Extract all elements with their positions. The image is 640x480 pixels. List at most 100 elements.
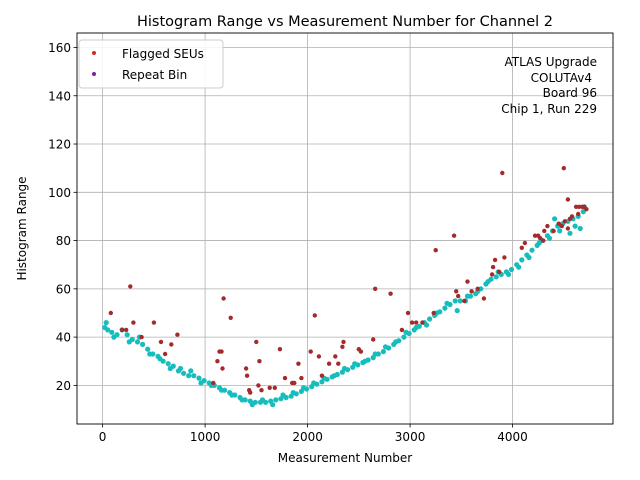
y-tick-label: 160: [48, 41, 71, 55]
measurement-point: [177, 365, 184, 372]
flagged-seu-point: [267, 385, 272, 390]
measurement-point: [454, 308, 460, 314]
measurement-point: [352, 361, 358, 367]
measurement-point: [485, 279, 491, 285]
measurement-point: [567, 230, 573, 236]
y-tick-label: 40: [56, 331, 71, 345]
measurement-point: [457, 298, 463, 304]
flagged-seu-point: [399, 327, 405, 333]
measurement-point: [311, 380, 317, 386]
measurement-point: [147, 351, 153, 357]
measurement-point: [442, 305, 448, 311]
flagged-seu-point: [545, 223, 550, 229]
flagged-seu-point: [456, 293, 461, 299]
flagged-seu-point: [292, 380, 297, 386]
measurement-point: [218, 387, 225, 393]
flagged-seu-point: [296, 361, 301, 366]
run-annotation: ATLAS Upgrade COLUTAv4 Board 96 Chip 1, …: [501, 55, 597, 116]
flagged-seu-point: [409, 320, 415, 325]
flagged-seu-point: [124, 327, 129, 333]
flagged-seu-point: [277, 347, 283, 352]
flagged-seu-point: [573, 204, 579, 209]
flagged-seu-point: [257, 359, 262, 364]
flagged-seu-point: [561, 166, 566, 171]
measurement-point: [493, 274, 499, 280]
y-tick-label: 120: [48, 138, 71, 152]
flagged-seu-point: [308, 349, 313, 354]
flagged-seu-point: [371, 337, 376, 342]
measurement-point: [508, 266, 515, 273]
flagged-seu-point: [500, 170, 505, 176]
measurement-point: [516, 264, 522, 270]
flagged-seu-point: [333, 354, 338, 359]
x-tick-label: 3000: [395, 430, 426, 444]
x-tick-label: 2000: [292, 430, 323, 444]
measurement-point: [165, 361, 171, 367]
measurement-point: [403, 329, 409, 335]
measurement-point: [157, 356, 163, 362]
flagged-seu-point: [282, 375, 288, 381]
x-tick-label: 4000: [497, 430, 528, 444]
measurement-point: [300, 385, 307, 391]
measurement-point: [552, 216, 558, 222]
flagged-seu-point: [128, 284, 133, 289]
measurement-point: [126, 339, 132, 345]
measurement-point: [196, 375, 202, 381]
flagged-seu-point: [420, 320, 425, 325]
measurement-point: [372, 351, 378, 357]
measurement-point: [546, 235, 553, 241]
flagged-seu-point: [584, 207, 589, 212]
flagged-seu-point: [565, 226, 571, 231]
flagged-seu-point: [336, 361, 341, 366]
flagged-seu-point: [151, 320, 157, 325]
flagged-seu-point: [433, 248, 438, 253]
flagged-seu-point: [244, 373, 250, 378]
legend-box: [78, 39, 224, 89]
flagged-seu-point: [119, 327, 125, 333]
flagged-seu-point: [577, 204, 582, 209]
measurement-point: [181, 370, 187, 376]
flagged-seu-point: [465, 279, 470, 284]
measurement-point: [362, 358, 368, 364]
plot-frame: [76, 32, 614, 425]
flagged-seu-point: [490, 264, 496, 270]
measurement-point: [529, 247, 535, 253]
flagged-seu-point: [556, 221, 561, 226]
annotation-line-1: ATLAS Upgrade: [504, 55, 597, 69]
measurement-point: [380, 349, 386, 355]
measurement-point: [577, 225, 583, 232]
measurement-point: [444, 300, 450, 306]
flagged-seu-point: [522, 240, 528, 246]
flagged-seu-point: [312, 313, 317, 318]
flagged-seu-point: [139, 334, 144, 340]
measurement-point: [505, 271, 512, 277]
y-tick-label: 140: [48, 89, 71, 103]
measurement-point: [270, 402, 276, 408]
flagged-seu-point: [248, 390, 253, 395]
measurement-point: [239, 397, 245, 403]
flagged-seu-point: [169, 342, 174, 347]
flagged-seu-point: [162, 351, 168, 357]
measurement-point: [273, 397, 279, 403]
flagged-seu-point: [576, 211, 581, 217]
measurement-point: [519, 257, 525, 263]
measurement-point: [526, 254, 532, 261]
flagged-seu-point: [431, 310, 436, 316]
flagged-seu-point: [221, 296, 226, 301]
measurement-point: [140, 341, 146, 347]
y-tick-label: 80: [56, 234, 71, 248]
flagged-seu-point: [219, 349, 224, 354]
measurement-point: [572, 223, 578, 229]
flagged-seu-point: [454, 289, 459, 294]
measurement-point: [331, 373, 337, 379]
flagged-seu-point: [175, 332, 180, 337]
measurement-point: [109, 329, 115, 335]
measurement-point: [111, 334, 117, 340]
flagged-seu-point: [254, 339, 259, 345]
flagged-seu-point: [489, 272, 495, 277]
measurement-point: [280, 392, 286, 398]
flagged-seu-point: [388, 291, 393, 296]
annotation-line-4: Chip 1, Run 229: [501, 102, 597, 116]
flagged-seu-point: [469, 289, 474, 294]
